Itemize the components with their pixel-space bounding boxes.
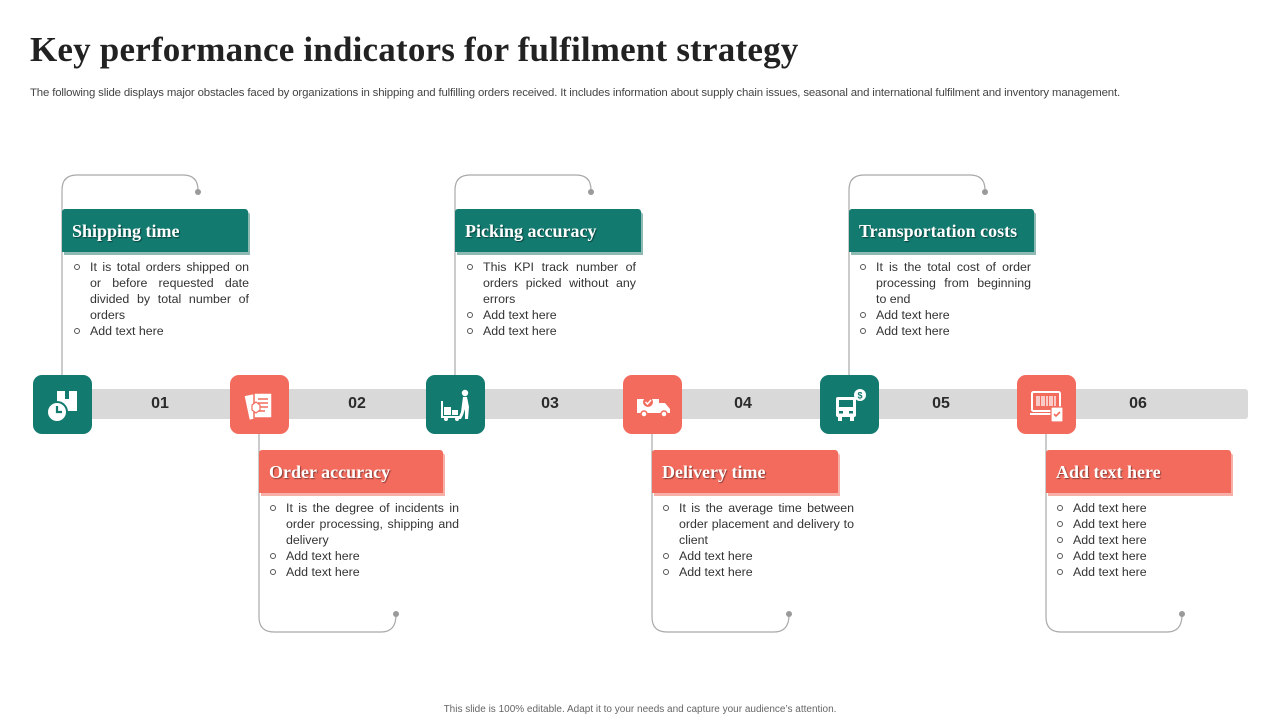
step-4-bullets: It is the average time between order pla… <box>662 500 854 580</box>
step-3-bullets: This KPI track number of orders picked w… <box>466 259 636 339</box>
step-6-bullet-4: Add text here <box>1056 548 1232 564</box>
step-5-bullet-1: It is the total cost of order processing… <box>859 259 1031 307</box>
step-4-icon-box <box>623 375 682 434</box>
step-4-bullet-2: Add text here <box>662 548 854 564</box>
step-5-number: 05 <box>932 395 950 412</box>
step-5-label: Transportation costs <box>849 209 1034 252</box>
box-clock-icon <box>45 390 77 423</box>
step-2-bullet-2: Add text here <box>269 548 459 564</box>
step-6-bullet-3: Add text here <box>1056 532 1232 548</box>
step-5-bullets: It is the total cost of order processing… <box>859 259 1031 339</box>
step-2-number: 02 <box>348 395 366 412</box>
worker-cart-icon <box>440 389 469 421</box>
step-4-bullet-1: It is the average time between order pla… <box>662 500 854 548</box>
step-2-icon-box <box>230 375 289 434</box>
step-1-bullet-1: It is total orders shipped on or before … <box>73 259 249 323</box>
svg-text:$: $ <box>857 390 862 400</box>
step-3-bullet-2: Add text here <box>466 307 636 323</box>
step-2-label: Order accuracy <box>259 450 443 493</box>
step-6-bullet-5: Add text here <box>1056 564 1232 580</box>
truck-dollar-icon: $ <box>835 388 866 421</box>
order-documents-icon <box>244 391 273 420</box>
slide-footer: This slide is 100% editable. Adapt it to… <box>443 704 837 715</box>
step-2-bullet-1: It is the degree of incidents in order p… <box>269 500 459 548</box>
step-6-bullets: Add text here Add text here Add text her… <box>1056 500 1232 580</box>
step-3-bullet-3: Add text here <box>466 323 636 339</box>
step-1-bullets: It is total orders shipped on or before … <box>73 259 249 339</box>
step-3-label: Picking accuracy <box>455 209 641 252</box>
step-3-number: 03 <box>541 395 559 412</box>
step-1-number: 01 <box>151 395 169 412</box>
step-6-number: 06 <box>1129 395 1147 412</box>
step-1-icon-box <box>33 375 92 434</box>
step-5-bullet-3: Add text here <box>859 323 1031 339</box>
step-5-icon-box: $ <box>820 375 879 434</box>
step-6-bullet-1: Add text here <box>1056 500 1232 516</box>
barcode-laptop-icon <box>1029 390 1064 423</box>
step-1-bullet-2: Add text here <box>73 323 249 339</box>
step-6-icon-box <box>1017 375 1076 434</box>
step-2-bullets: It is the degree of incidents in order p… <box>269 500 459 580</box>
step-5-bullet-2: Add text here <box>859 307 1031 323</box>
step-4-number: 04 <box>734 395 752 412</box>
slide-title: Key performance indicators for fulfilmen… <box>30 30 799 69</box>
step-6-bullet-2: Add text here <box>1056 516 1232 532</box>
step-1-label: Shipping time <box>62 209 248 252</box>
step-3-bullet-1: This KPI track number of orders picked w… <box>466 259 636 307</box>
step-4-bullet-3: Add text here <box>662 564 854 580</box>
step-6-label: Add text here <box>1046 450 1231 493</box>
step-3-icon-box <box>426 375 485 434</box>
delivery-truck-icon <box>636 396 670 418</box>
slide-subtitle: The following slide displays major obsta… <box>30 87 1120 99</box>
step-2-bullet-3: Add text here <box>269 564 459 580</box>
step-4-label: Delivery time <box>652 450 838 493</box>
